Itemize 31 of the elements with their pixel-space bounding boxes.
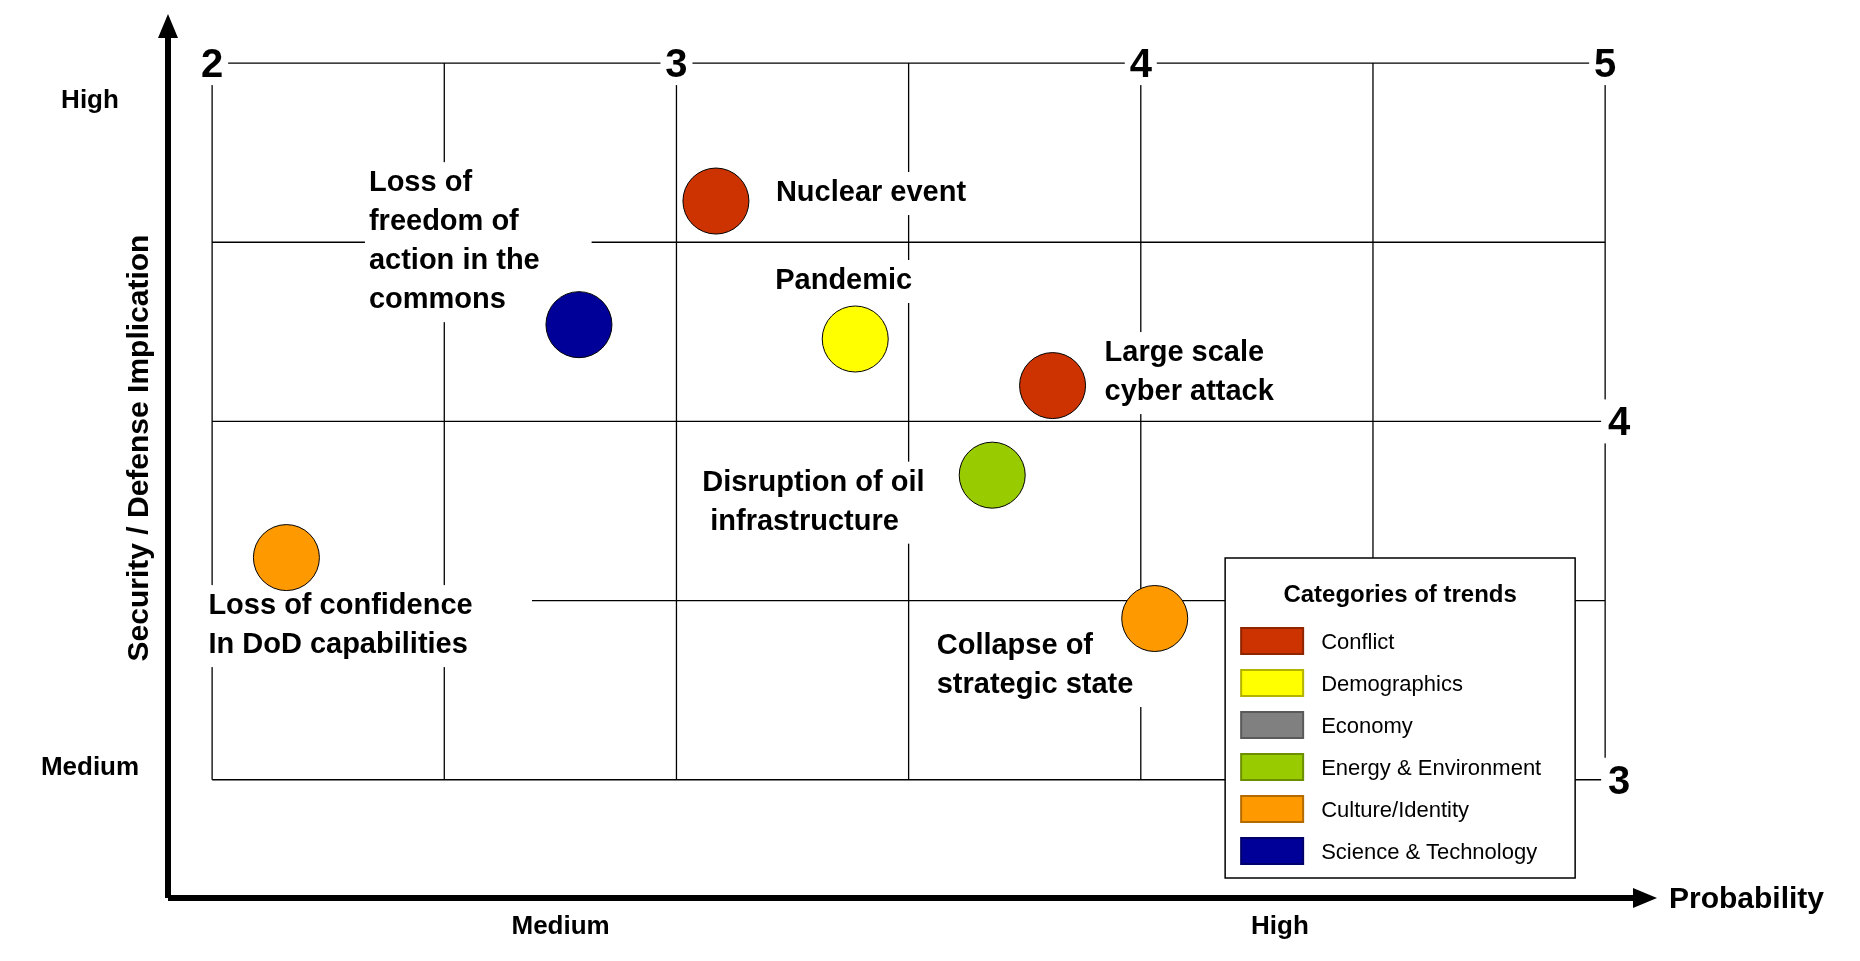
annotation: Loss of freedom of action in the commons [368,165,540,315]
point [545,291,613,359]
point [682,167,750,235]
annotation: Pandemic [775,263,913,295]
point [958,441,1026,509]
point [1019,352,1087,420]
text: Medium [511,910,610,940]
annotation: Loss of confidence In DoD capabilities [208,588,473,660]
legend-label: Conflict [1321,629,1395,654]
point [821,305,889,373]
point [252,524,320,592]
point [1121,585,1189,652]
x-tick-label: 4 [1129,41,1153,86]
legend-label: Economy [1321,713,1413,738]
annotation: Collapse of strategic state [936,628,1134,699]
legend-label: Demographics [1321,671,1463,696]
legend-label: Energy & Environment [1321,755,1542,780]
x-tick-label: 5 [1594,41,1617,86]
x-axis-title: Probability [1669,881,1825,914]
legend-label: Science & Technology [1321,839,1538,864]
legend-title: Categories of trends [1283,580,1517,607]
annotation: Large scale cyber attack [1104,335,1275,407]
annotation: Nuclear event [775,175,967,208]
legend-label: Culture/Identity [1321,797,1470,822]
annotation: Disruption of oil infrastructure [702,464,925,536]
text: High [1251,910,1309,940]
text: Medium [40,750,140,781]
y-axis-title: Security / Defense Implication [121,234,154,662]
x-tick-label: 3 [665,41,688,86]
x-tick-label: 2 [200,41,224,86]
text: High [61,84,119,115]
